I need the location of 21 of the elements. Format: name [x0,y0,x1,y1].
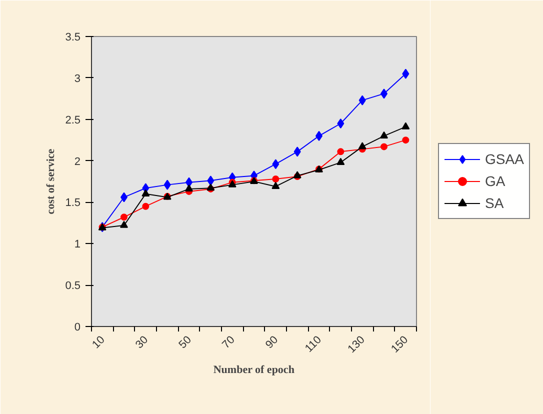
x-tick-label: 90 [263,334,281,352]
x-axis-title: Number of epoch [213,364,294,376]
x-tick-label: 150 [389,334,411,356]
y-tick-label: 1.5 [65,197,81,210]
y-tick-label: 0.5 [65,280,81,292]
x-tick-label: 50 [176,334,194,352]
legend-label: SA [485,195,505,211]
y-tick-label: 2 [74,156,81,168]
y-tick-label: 0 [74,322,81,334]
x-tick-label: 30 [133,334,151,352]
y-tick-label: 2.5 [65,114,81,126]
y-tick-label: 3 [74,72,81,85]
x-tick-label: 10 [90,334,108,352]
x-tick-label: 110 [303,334,324,355]
y-tick-label: 1 [74,238,81,251]
legend-label: GSAA [485,151,524,167]
x-tick-label: 70 [220,334,238,352]
legend-label: GA [485,173,506,189]
y-axis-title: cost of service [45,148,58,214]
y-tick-label: 3.5 [65,32,81,44]
x-tick-label: 130 [346,334,368,356]
